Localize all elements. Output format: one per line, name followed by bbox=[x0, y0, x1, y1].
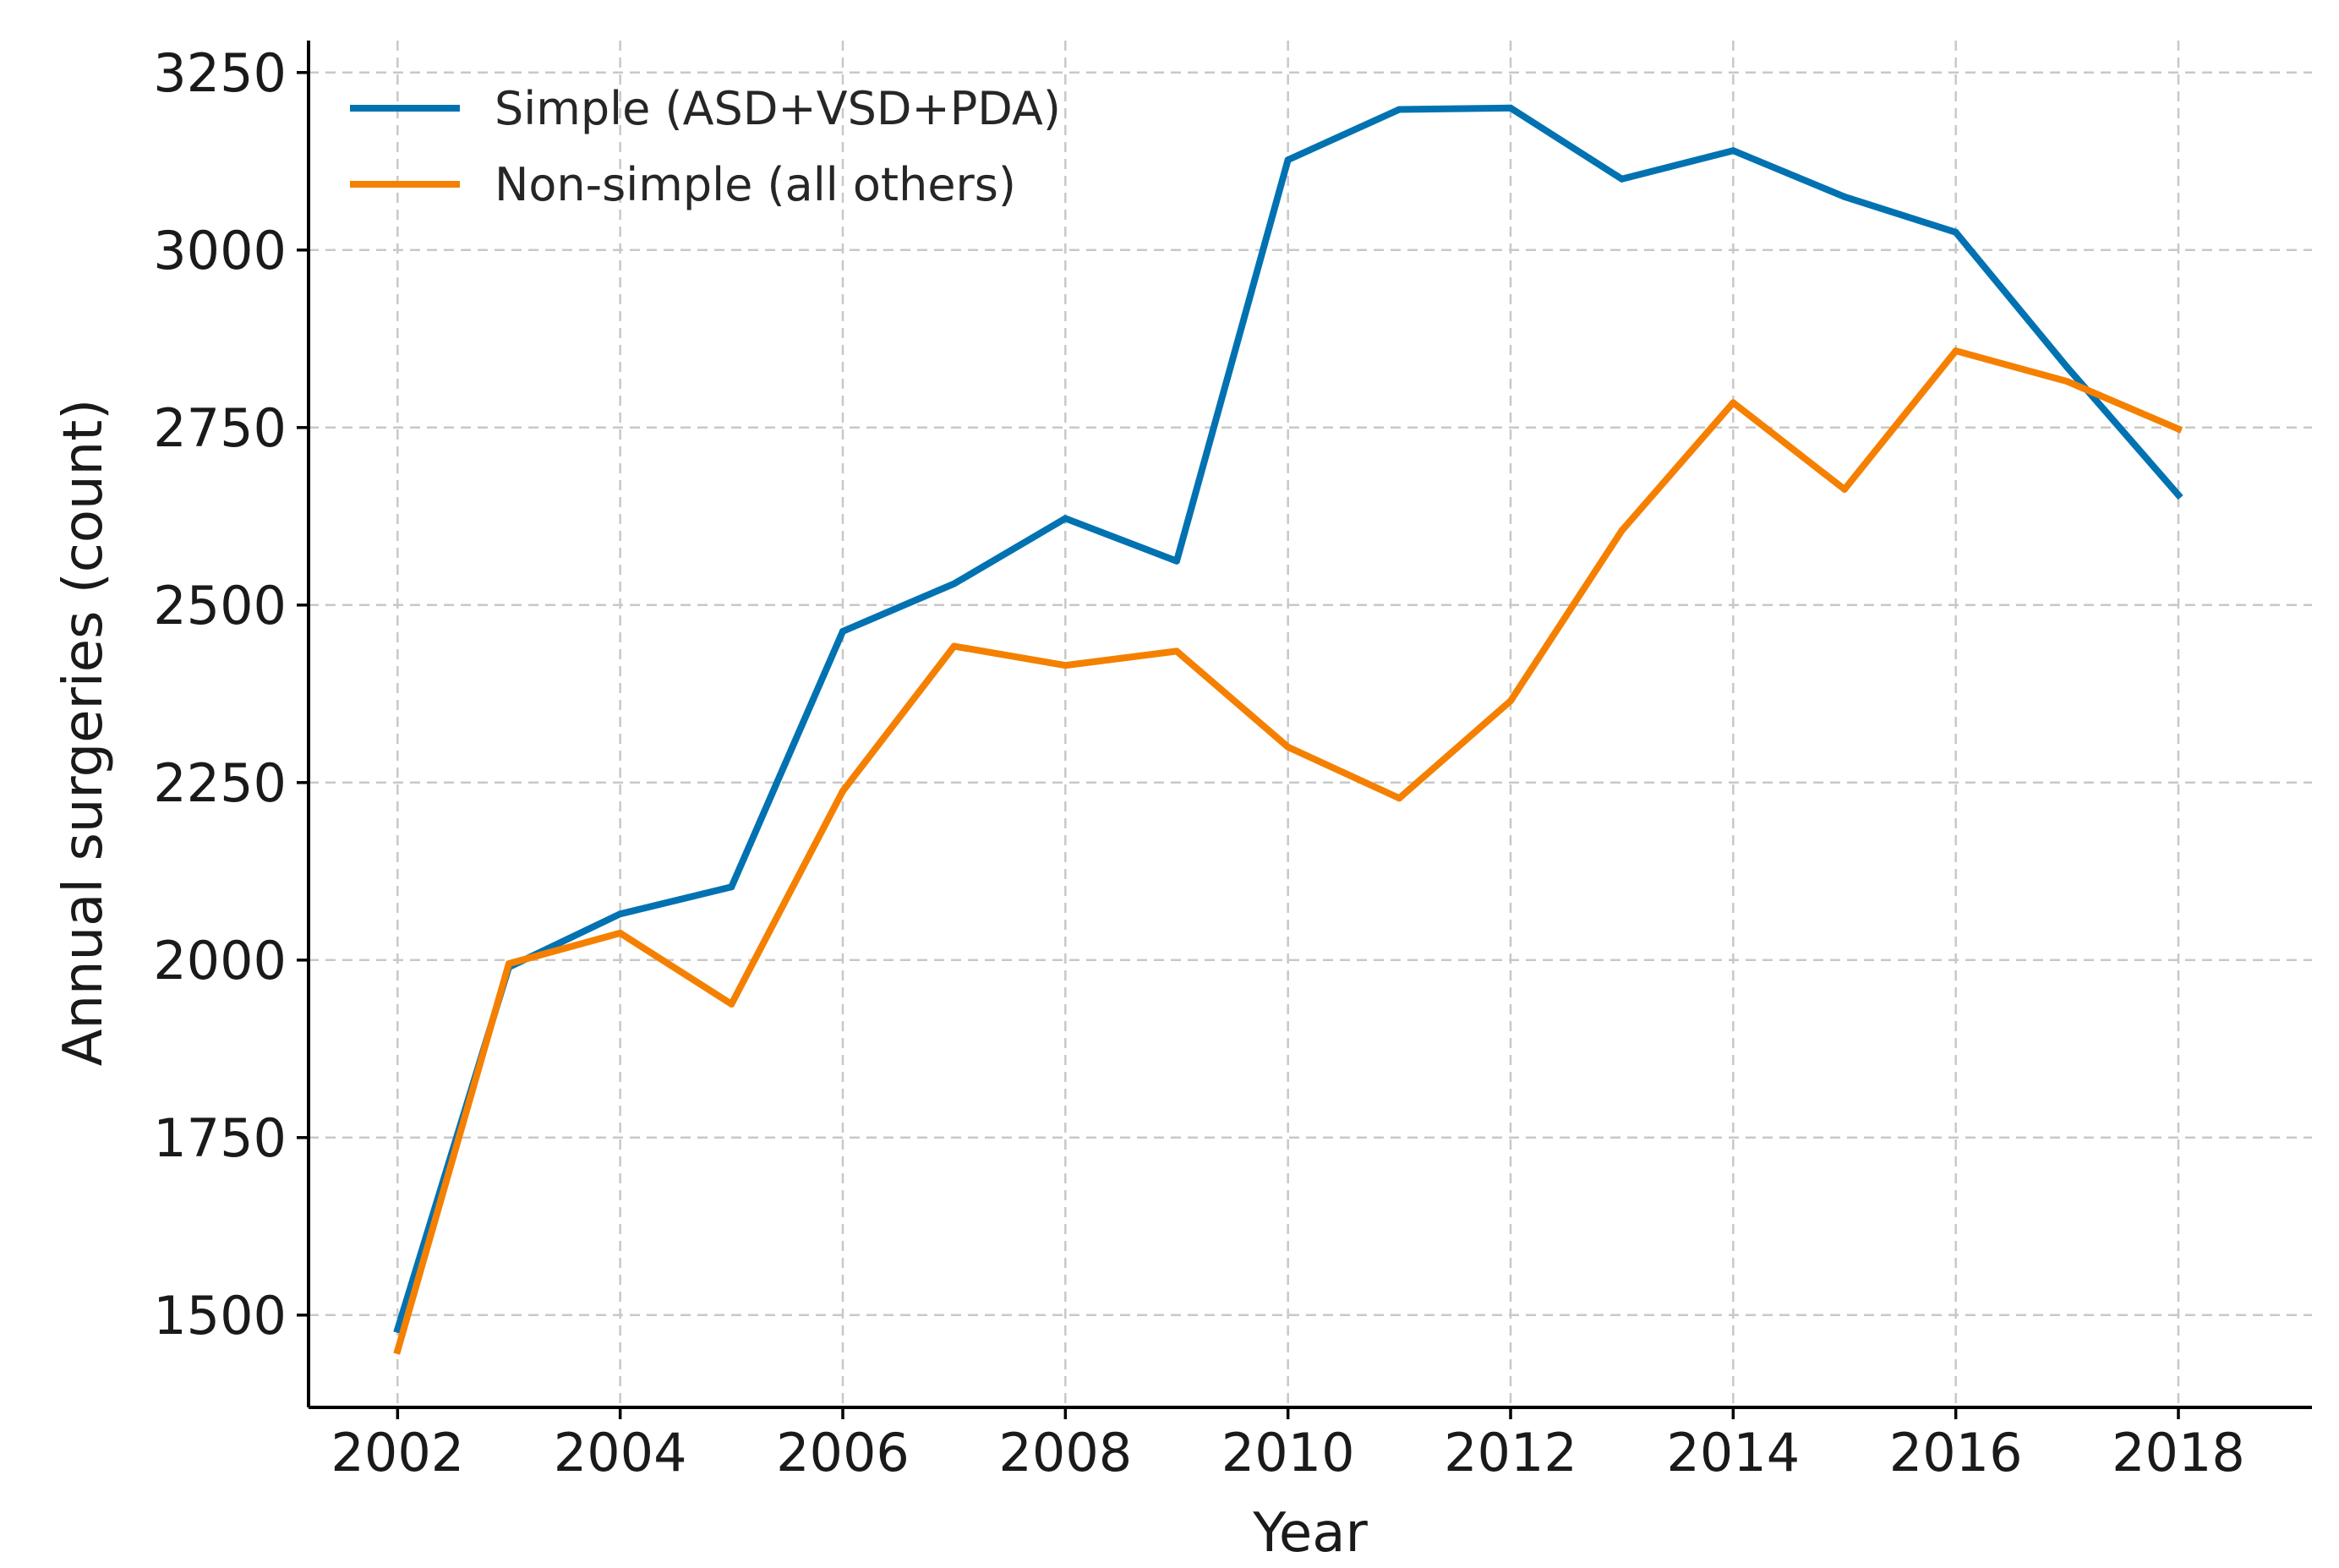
y-tick-label-3000: 3000 bbox=[153, 220, 287, 281]
data-point-simple-2006 bbox=[839, 627, 846, 635]
data-point-simple-2016 bbox=[1952, 228, 1959, 236]
series-layer bbox=[393, 104, 2183, 1355]
data-point-non-simple-2013 bbox=[1618, 527, 1626, 534]
data-point-simple-2018 bbox=[2175, 491, 2182, 499]
data-point-non-simple-2005 bbox=[728, 1000, 735, 1008]
data-point-simple-2002 bbox=[394, 1325, 402, 1333]
data-point-non-simple-2003 bbox=[506, 960, 512, 967]
y-tick-label-2500: 2500 bbox=[153, 575, 287, 636]
y-ticks: 1500 1750 2000 2250 2500 2750 3000 3250 bbox=[153, 42, 309, 1347]
y-axis-label: Annual surgeries (count) bbox=[52, 399, 115, 1067]
y-tick-label-1500: 1500 bbox=[153, 1285, 287, 1347]
y-tick-label-2250: 2250 bbox=[153, 752, 287, 814]
y-tick-label-3250: 3250 bbox=[153, 42, 287, 104]
grid bbox=[309, 41, 2312, 1407]
x-tick-label-2008: 2008 bbox=[998, 1422, 1132, 1483]
data-point-non-simple-2018 bbox=[2175, 425, 2182, 433]
data-point-non-simple-2006 bbox=[839, 787, 846, 795]
data-point-simple-2017 bbox=[2063, 363, 2071, 371]
x-tick-label-2006: 2006 bbox=[776, 1422, 910, 1483]
data-point-simple-2008 bbox=[1062, 515, 1069, 522]
x-ticks: 2002 2004 2006 2008 2010 2012 2014 2016 2018 bbox=[331, 1407, 2245, 1483]
legend-label-simple: Simple (ASD+VSD+PDA) bbox=[495, 82, 1061, 135]
x-tick-label-2018: 2018 bbox=[2112, 1422, 2245, 1483]
data-point-non-simple-2008 bbox=[1062, 662, 1069, 669]
data-point-simple-2014 bbox=[1730, 147, 1737, 155]
data-point-simple-2012 bbox=[1507, 104, 1514, 112]
data-point-simple-2013 bbox=[1618, 175, 1626, 183]
data-point-simple-2005 bbox=[728, 883, 735, 891]
data-point-non-simple-2010 bbox=[1284, 743, 1292, 751]
data-point-non-simple-2017 bbox=[2063, 378, 2071, 385]
x-tick-label-2014: 2014 bbox=[1666, 1422, 1800, 1483]
legend: Simple (ASD+VSD+PDA) Non-simple (all oth… bbox=[350, 82, 1061, 211]
data-point-non-simple-2004 bbox=[616, 929, 624, 937]
data-point-simple-2010 bbox=[1284, 156, 1292, 164]
data-point-non-simple-2011 bbox=[1396, 795, 1403, 802]
data-point-non-simple-2015 bbox=[1841, 485, 1848, 493]
y-tick-label-2000: 2000 bbox=[153, 930, 287, 992]
legend-label-non-simple: Non-simple (all others) bbox=[495, 158, 1016, 211]
data-point-non-simple-2009 bbox=[1173, 647, 1180, 655]
data-point-non-simple-2007 bbox=[950, 642, 958, 650]
data-point-non-simple-2002 bbox=[394, 1347, 402, 1354]
y-tick-label-2750: 2750 bbox=[153, 397, 287, 459]
x-tick-label-2002: 2002 bbox=[331, 1422, 464, 1483]
data-point-non-simple-2014 bbox=[1730, 399, 1737, 407]
x-axis-label: Year bbox=[1252, 1502, 1368, 1565]
data-point-simple-2009 bbox=[1173, 557, 1180, 565]
data-point-simple-2015 bbox=[1841, 193, 1848, 200]
data-point-non-simple-2012 bbox=[1507, 697, 1514, 705]
data-point-simple-2007 bbox=[950, 580, 958, 587]
x-tick-label-2016: 2016 bbox=[1889, 1422, 2023, 1483]
data-point-simple-2004 bbox=[616, 910, 624, 918]
axes bbox=[307, 41, 2312, 1409]
x-tick-label-2004: 2004 bbox=[554, 1422, 687, 1483]
x-tick-label-2012: 2012 bbox=[1444, 1422, 1577, 1483]
y-tick-label-1750: 1750 bbox=[153, 1107, 287, 1169]
data-point-simple-2011 bbox=[1396, 106, 1403, 113]
data-point-non-simple-2016 bbox=[1952, 347, 1959, 355]
x-tick-label-2010: 2010 bbox=[1221, 1422, 1355, 1483]
